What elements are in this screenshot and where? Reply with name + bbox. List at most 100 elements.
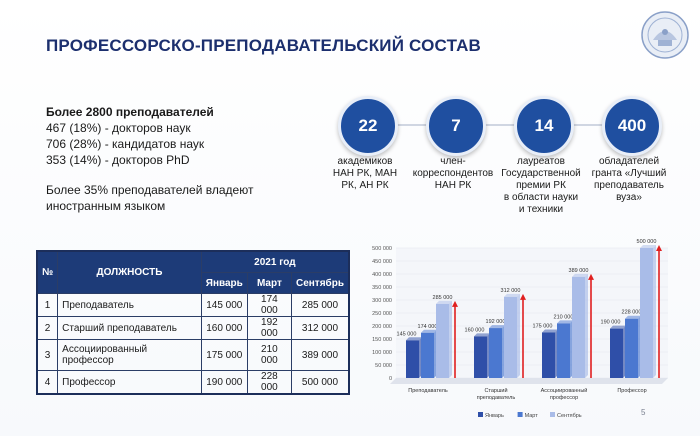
achievement-circles: 22 академиков НАН РК, МАН РК, АН РК 7 член… <box>320 96 680 216</box>
stats-phd: 353 (14%) - докторов PhD <box>46 153 190 167</box>
bar-side <box>653 245 656 378</box>
table-row: 4 Профессор 190 000 228 000 500 000 <box>36 370 350 395</box>
col-position: ДОЛЖНОСТЬ <box>57 250 202 294</box>
bar-side <box>449 300 452 378</box>
bar <box>572 276 585 378</box>
bar-top <box>557 320 573 324</box>
bar-top <box>489 325 505 329</box>
stats-language-line2: иностранным языком <box>46 199 166 213</box>
bar-top <box>504 293 520 297</box>
y-tick-label: 250 000 <box>372 311 392 317</box>
growth-arrowhead <box>520 293 526 300</box>
salary-chart: 0 50 000 100 000 150 000 200 000 250 000 300 0… <box>372 239 668 419</box>
bar-top <box>625 315 641 319</box>
value-label: 145 000 <box>397 331 417 337</box>
chart-floor <box>390 378 668 384</box>
caption-academicians: академиков НАН РК, МАН РК, АН РК <box>332 156 398 191</box>
bar <box>504 296 517 378</box>
stats-candidates: 706 (28%) - кандидатов наук <box>46 137 205 151</box>
bar <box>625 318 638 378</box>
y-tick-label: 150 000 <box>372 337 392 343</box>
bar-top <box>542 329 558 333</box>
legend-swatch <box>478 412 483 417</box>
col-september: Сентябрь <box>290 272 350 294</box>
value-label: 210 000 <box>554 314 574 320</box>
value-label: 285 000 <box>433 295 453 301</box>
bar-top <box>572 273 588 277</box>
table-row: 3 Ассоциированный профессор 175 000 210 … <box>36 339 350 371</box>
bar <box>557 323 570 378</box>
stats-doctors: 467 (18%) - докторов наук <box>46 121 191 135</box>
value-label: 312 000 <box>501 288 521 294</box>
y-tick-label: 200 000 <box>372 324 392 330</box>
growth-arrowhead <box>588 273 594 280</box>
page-title: ПРОФЕССОРСКО-ПРЕПОДАВАТЕЛЬСКИЙ СОСТАВ <box>46 36 482 55</box>
bar-top <box>421 329 437 333</box>
bar <box>421 332 434 378</box>
value-label: 190 000 <box>601 320 621 326</box>
legend-swatch <box>517 412 523 417</box>
stats-language-line1: Более 35% преподавателей владеют <box>46 183 254 197</box>
teacher-stats: Более 2800 преподавателей 467 (18%) - до… <box>46 104 253 214</box>
bar <box>640 248 653 378</box>
y-tick-label: 100 000 <box>372 350 392 356</box>
caption-corresponding: член-корреспондентов НАН РК <box>412 156 494 191</box>
bar-top <box>610 325 626 329</box>
connector-line <box>360 124 650 126</box>
category-label: преподаватель <box>477 395 516 401</box>
legend-label: Сентябрь <box>557 413 582 419</box>
y-tick-label: 0 <box>389 376 392 382</box>
bar-top <box>474 333 490 337</box>
growth-arrowhead <box>452 300 458 307</box>
bar <box>489 328 502 378</box>
page-number: 5 <box>641 408 646 417</box>
category-label: Ассоциированный <box>541 387 588 394</box>
legend-label: Март <box>525 413 539 419</box>
col-january: Январь <box>200 272 248 294</box>
y-tick-label: 450 000 <box>372 259 392 265</box>
growth-arrowhead <box>656 245 662 251</box>
col-number: № <box>36 250 59 294</box>
y-tick-label: 500 000 <box>372 246 392 252</box>
bar-top <box>436 300 452 304</box>
stats-headline: Более 2800 преподавателей <box>46 105 214 119</box>
emblem-icon <box>641 11 689 59</box>
category-label: Старший <box>484 387 507 394</box>
y-tick-label: 400 000 <box>372 272 392 278</box>
value-label: 500 000 <box>637 239 657 245</box>
y-tick-label: 350 000 <box>372 285 392 291</box>
bar <box>436 303 449 378</box>
bar <box>474 336 487 378</box>
value-label: 175 000 <box>533 324 553 330</box>
bar-side <box>517 293 520 378</box>
y-tick-label: 50 000 <box>375 363 392 369</box>
salary-table: № ДОЛЖНОСТЬ 2021 год Январь Март Сентябр… <box>36 250 350 395</box>
value-label: 192 000 <box>486 319 506 325</box>
category-label: Профессор <box>617 388 646 394</box>
bar-top <box>406 337 422 341</box>
legend-label: Январь <box>485 413 504 419</box>
table-row: 1 Преподаватель 145 000 174 000 285 000 <box>36 293 350 317</box>
circle-corresponding: 7 <box>426 96 486 156</box>
value-label: 389 000 <box>569 268 589 274</box>
table-row: 2 Старший преподаватель 160 000 192 000 … <box>36 316 350 340</box>
caption-laureates: лауреатов Государственной премии РК в облас… <box>501 156 581 215</box>
value-label: 228 000 <box>622 310 642 316</box>
category-label: профессор <box>550 395 578 401</box>
category-label: Преподаватель <box>408 388 448 394</box>
col-march: Март <box>246 272 292 294</box>
circle-academicians: 22 <box>338 96 398 156</box>
bar <box>542 332 555 378</box>
col-year: 2021 год <box>200 250 350 273</box>
value-label: 160 000 <box>465 327 485 333</box>
bar <box>610 328 623 378</box>
bar-side <box>585 273 588 378</box>
caption-grant: обладателей гранта «Лучший преподаватель ву… <box>591 156 667 203</box>
circle-laureates: 14 <box>514 96 574 156</box>
legend-swatch <box>550 412 555 417</box>
bar <box>406 340 419 378</box>
y-tick-label: 300 000 <box>372 298 392 304</box>
circle-grant: 400 <box>602 96 662 156</box>
value-label: 174 000 <box>418 324 438 330</box>
